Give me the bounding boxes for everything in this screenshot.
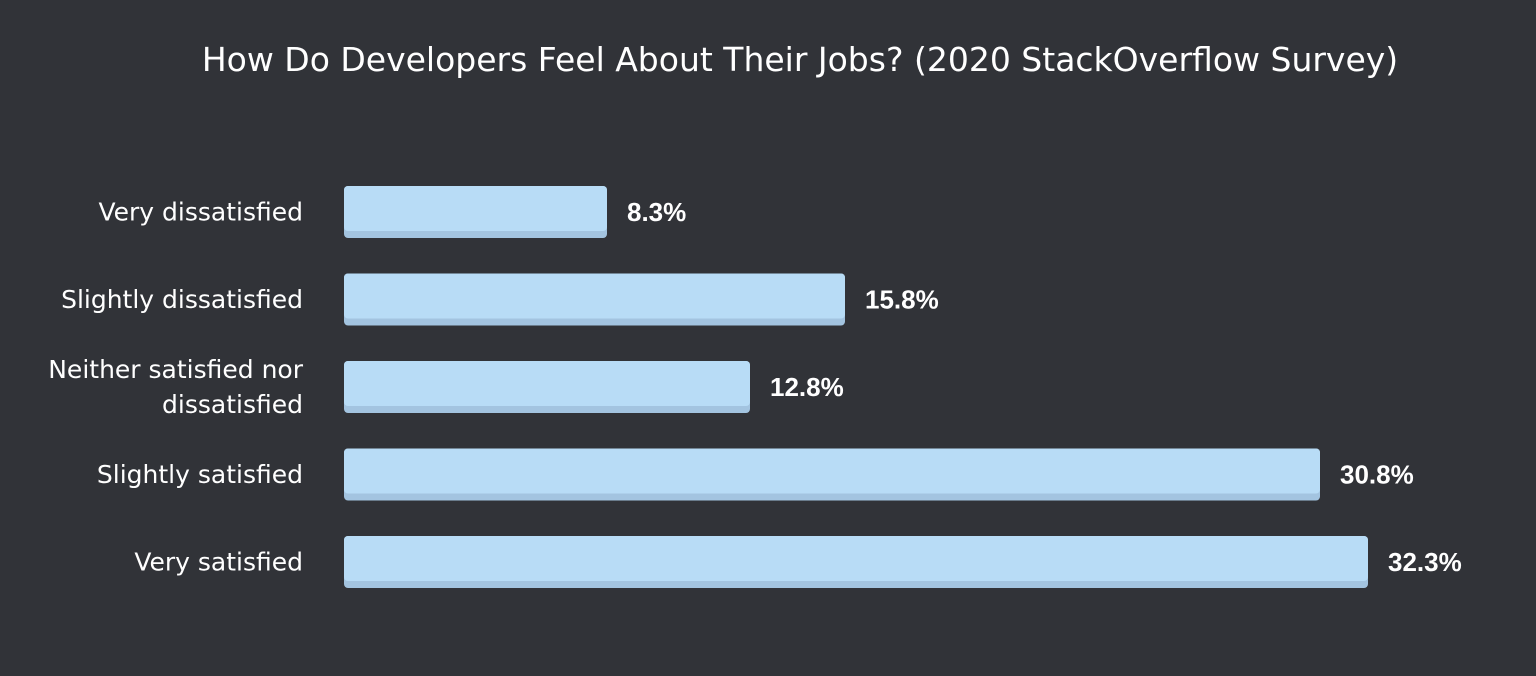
category-label: Neither satisfied nor dissatisfied (48, 355, 303, 419)
category-label: Slightly dissatisfied (61, 285, 303, 314)
category-label-line: Slightly dissatisfied (61, 285, 303, 314)
category-label: Very dissatisfied (98, 198, 303, 227)
bar-group: 15.8% Slightly dissatisfied (61, 273, 939, 326)
value-label: 32.3% (1388, 547, 1462, 577)
bar (344, 273, 845, 319)
bar (344, 448, 1320, 494)
value-label: 8.3% (627, 197, 686, 227)
category-label-line: Very dissatisfied (98, 198, 303, 227)
category-label-line: Very satisfied (134, 548, 303, 577)
category-label: Slightly satisfied (97, 460, 303, 489)
category-label-line: Neither satisfied nor (48, 355, 303, 384)
bar (344, 536, 1368, 581)
value-label: 15.8% (865, 285, 939, 315)
bar-group: 8.3% Very dissatisfied (98, 186, 686, 238)
bar-group: 30.8% Slightly satisfied (97, 448, 1414, 501)
category-label-line: Slightly satisfied (97, 460, 303, 489)
value-label: 30.8% (1340, 460, 1414, 490)
category-label: Very satisfied (134, 548, 303, 577)
category-label-line: dissatisfied (162, 390, 303, 419)
bar-group: 12.8% Neither satisfied nor dissatisfied (48, 355, 844, 419)
bar-group: 32.3% Very satisfied (134, 536, 1462, 588)
bar (344, 186, 607, 231)
value-label: 12.8% (770, 372, 844, 402)
bar (344, 361, 750, 406)
chart-title: How Do Developers Feel About Their Jobs?… (201, 40, 1399, 79)
